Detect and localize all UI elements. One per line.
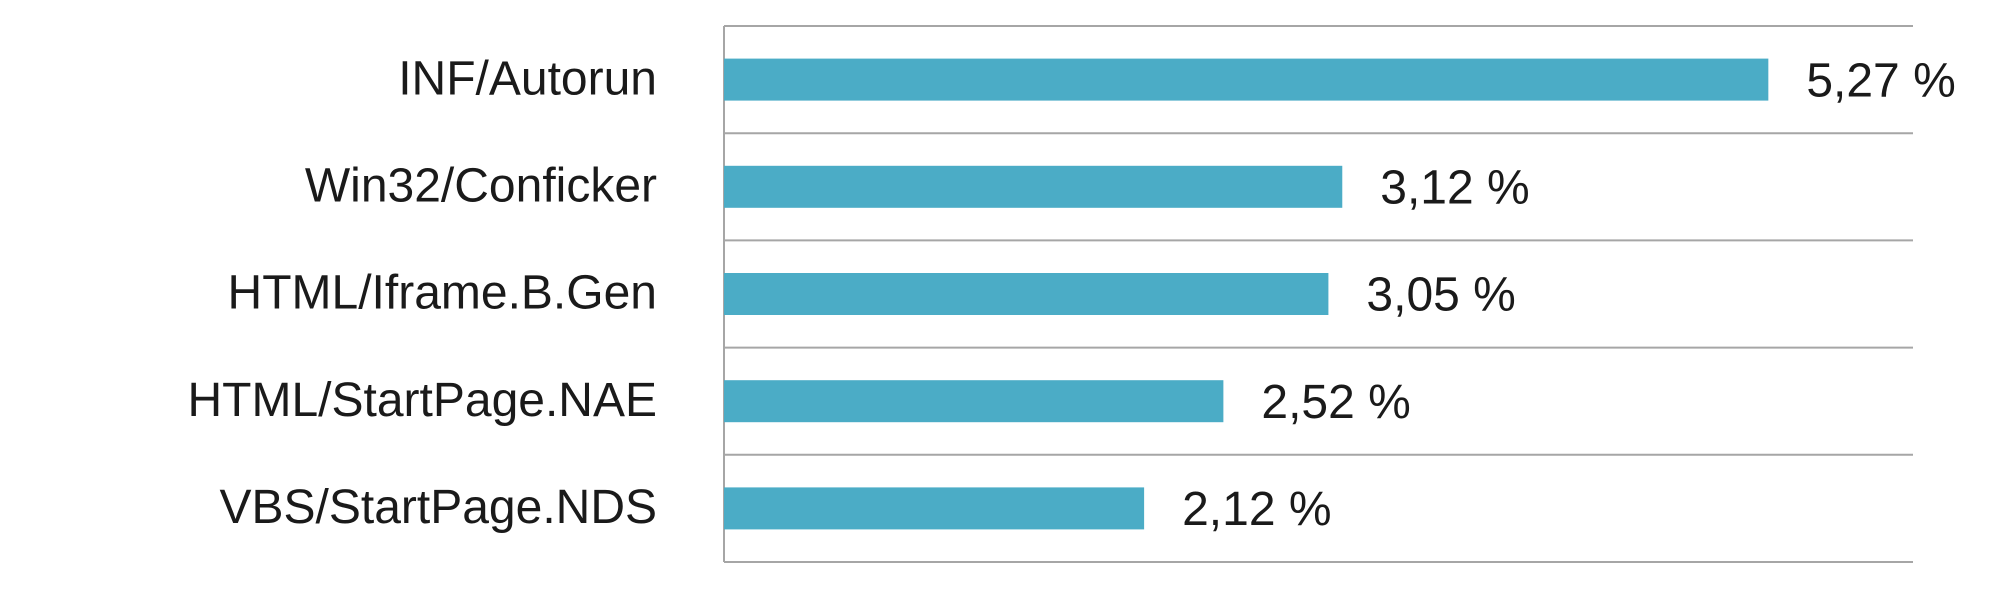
bar <box>724 58 1769 101</box>
bar <box>724 487 1145 530</box>
value-label: 2,12 % <box>1182 483 1331 536</box>
value-label: 3,12 % <box>1380 161 1529 214</box>
category-label: INF/Autorun <box>398 52 657 105</box>
bar <box>724 165 1343 208</box>
category-label: VBS/StartPage.NDS <box>219 481 657 534</box>
value-label: 2,52 % <box>1261 376 1410 429</box>
value-label: 3,05 % <box>1366 269 1515 322</box>
bar <box>724 273 1329 315</box>
category-label: HTML/StartPage.NAE <box>188 374 658 427</box>
category-label: HTML/Iframe.B.Gen <box>228 267 657 320</box>
bar <box>724 380 1224 423</box>
category-label: Win32/Conficker <box>305 159 657 212</box>
value-label: 5,27 % <box>1806 54 1955 107</box>
